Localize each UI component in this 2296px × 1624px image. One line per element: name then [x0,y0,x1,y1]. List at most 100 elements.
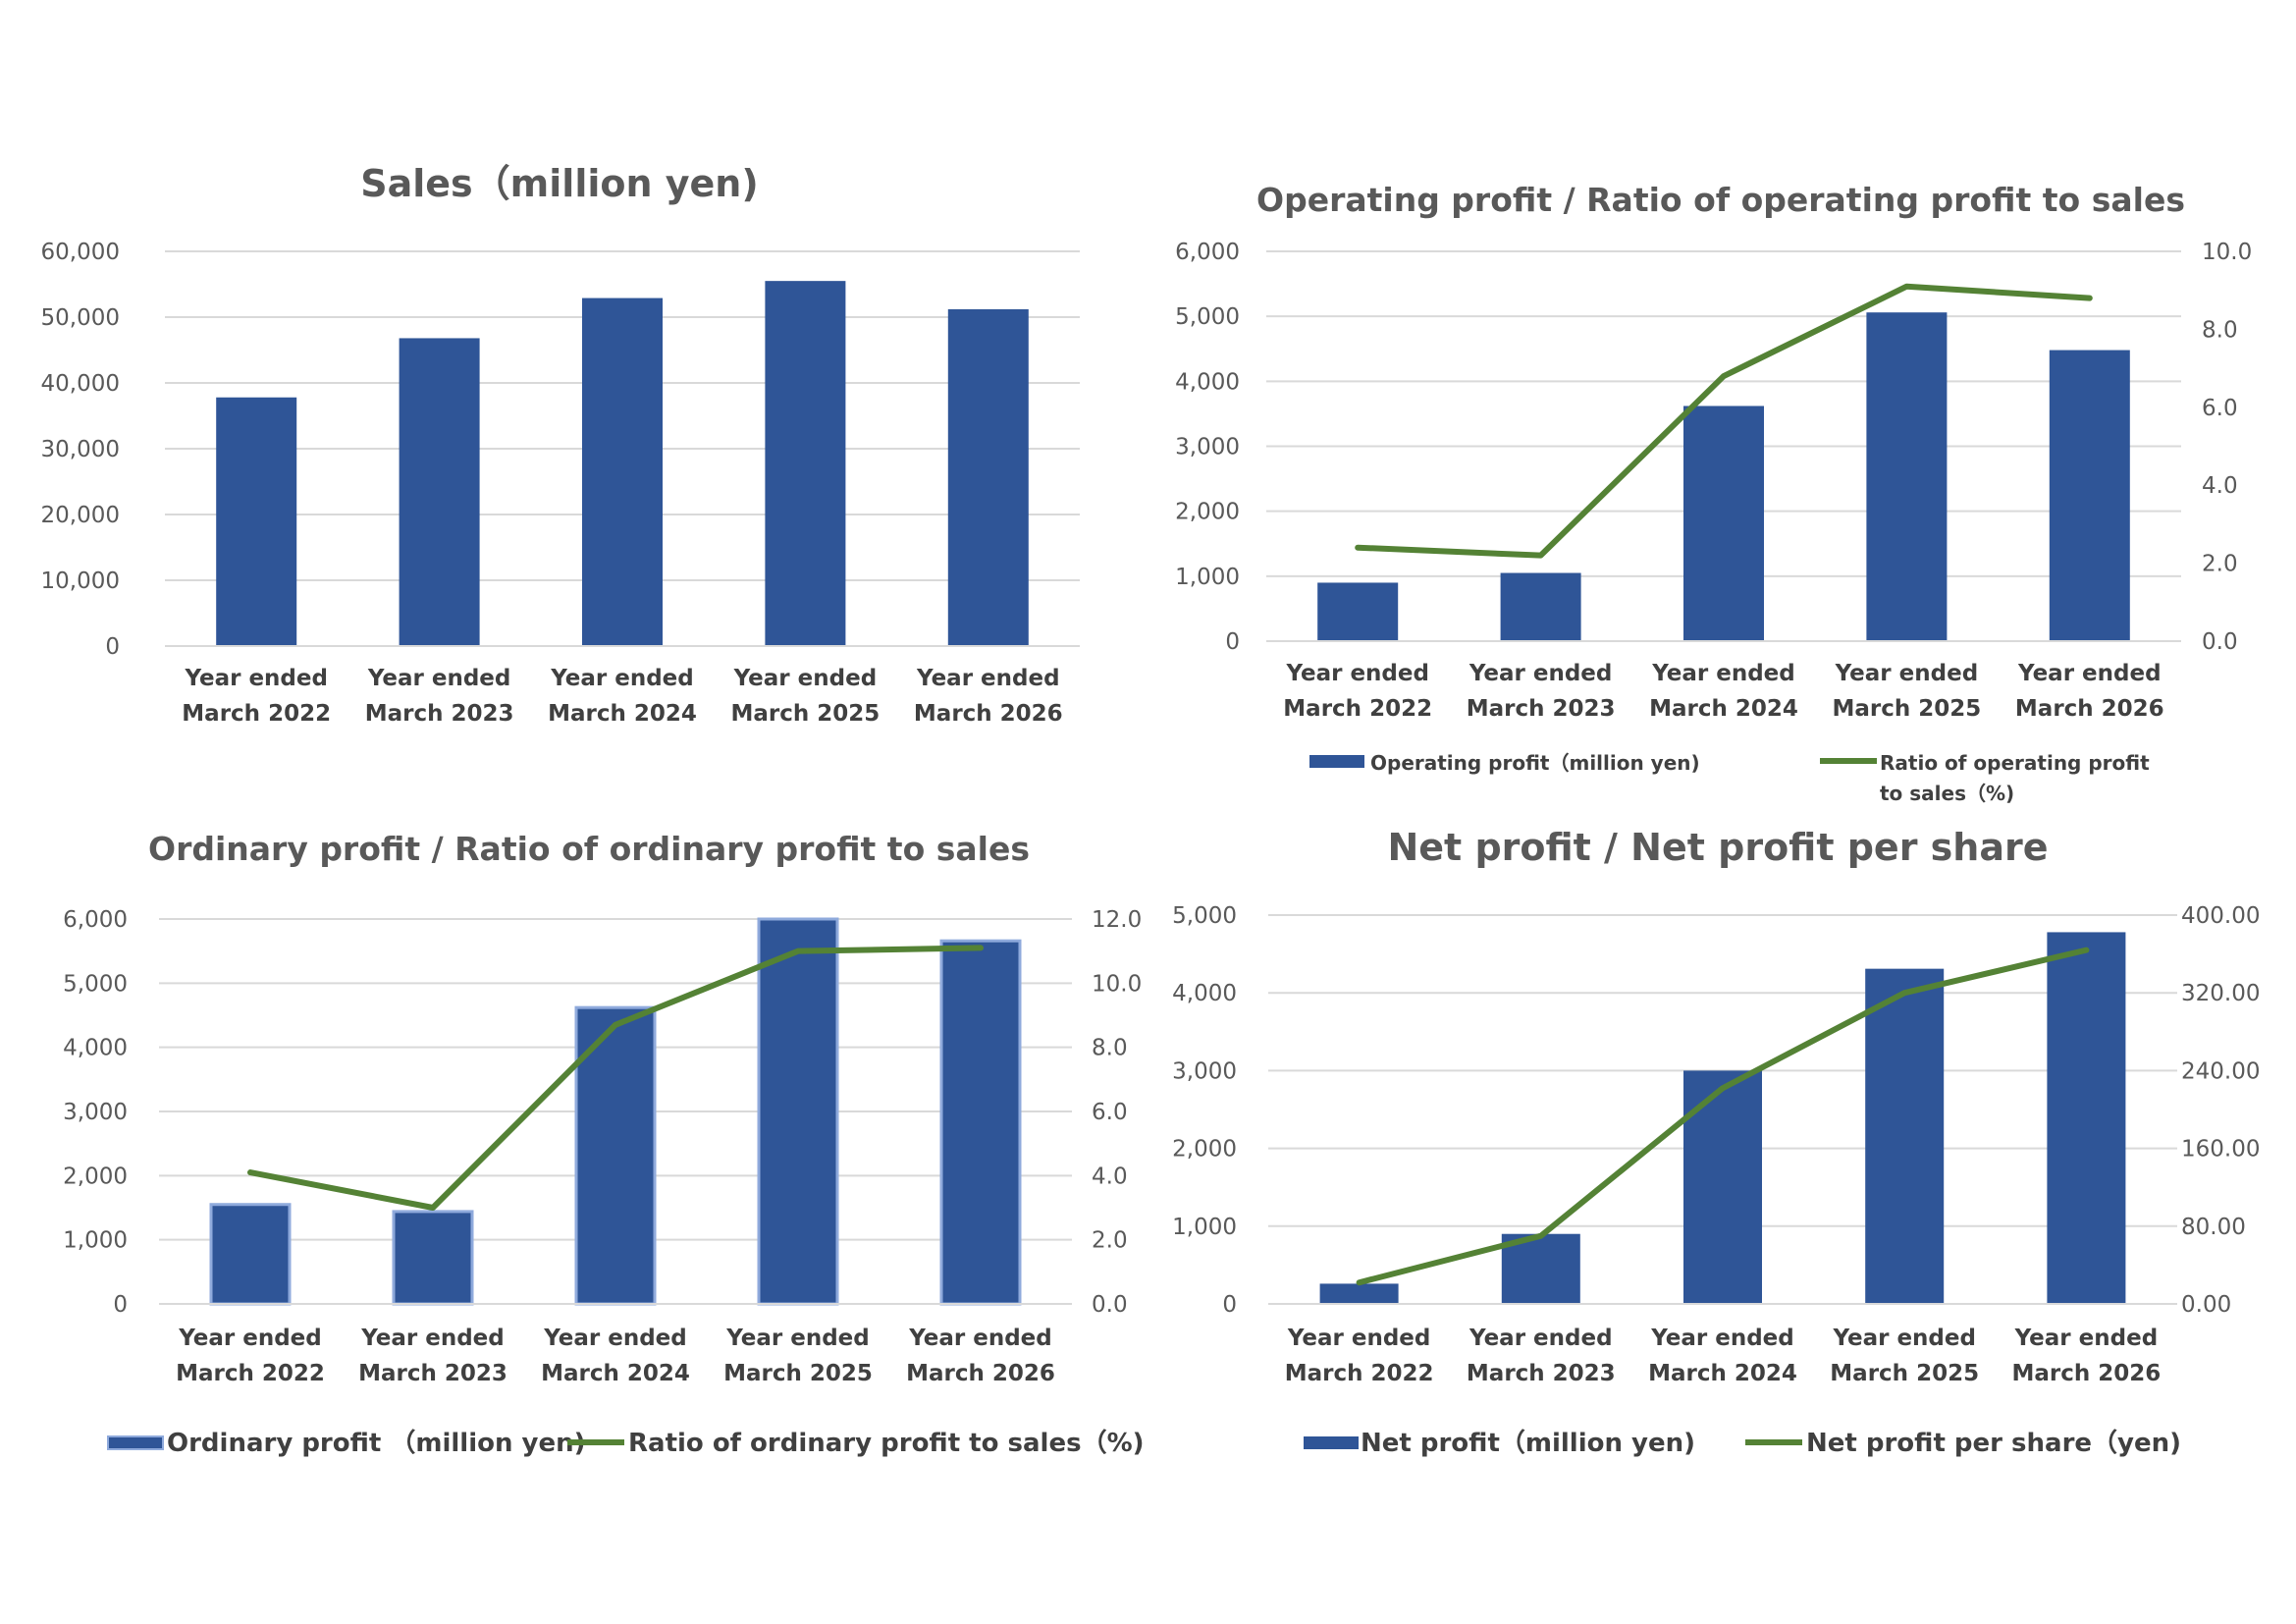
operating-profit-bar [1866,312,1948,641]
sales-y-tick: 10,000 [41,568,120,594]
sales-y-tick: 30,000 [41,437,120,462]
net-profit-category-label: Year ended [1468,1326,1613,1351]
operating-profit-category-label: Year ended [1651,661,1795,686]
operating-profit-y-tick: 3,000 [1175,435,1240,460]
ordinary-profit-category-label: Year ended [543,1326,687,1351]
ordinary-profit-category-label: March 2025 [723,1361,873,1386]
operating-profit-category-label: March 2026 [2015,696,2164,722]
operating-profit-bar [1683,406,1764,641]
ordinary-profit-y2-tick: 12.0 [1092,907,1142,933]
ordinary-profit-category-label: Year ended [360,1326,505,1351]
ordinary-profit-ratio-line [247,945,984,1211]
ordinary-profit-y-tick: 1,000 [63,1228,128,1254]
ordinary-profit-bar [939,939,1022,1306]
operating-profit-category-label: March 2025 [1833,696,1982,722]
ordinary-profit-category-label: Year ended [178,1326,322,1351]
sales-y-tick: 40,000 [41,371,120,397]
operating-profit-category-label: March 2024 [1649,696,1798,722]
sales-y-tick: 20,000 [41,503,120,528]
net-profit-y-tick: 3,000 [1172,1058,1237,1084]
operating-profit-y2-tick: 2.0 [2202,552,2238,577]
operating-profit-ratio-line [1355,283,2093,559]
net-profit-y2-tick: 0.00 [2181,1292,2231,1318]
sales-y-tick: 60,000 [41,240,120,265]
ordinary-profit-category-label: March 2022 [176,1361,325,1386]
sales-category-label: March 2022 [182,701,331,727]
sales-category-label: March 2023 [365,701,514,727]
sales-category-label: Year ended [184,666,328,691]
operating-profit-category-label: Year ended [1468,661,1613,686]
ordinary-profit-category-label: March 2024 [541,1361,690,1386]
operating-profit-chart-svg: Operating profit / Ratio of operating pr… [1175,181,2252,805]
ordinary-profit-legend-label: Ordinary profit （million yen) [167,1429,586,1458]
sales-category-label: Year ended [733,666,878,691]
net-profit-category-label: March 2026 [2012,1361,2162,1386]
net-profit-y2-tick: 80.00 [2181,1215,2246,1240]
operating-profit-legend-label: Ratio of operating profit [1880,751,2150,775]
sales-title: Sales（million yen) [360,162,758,205]
ordinary-profit-y2-tick: 4.0 [1092,1164,1128,1189]
operating-profit-y2-tick: 8.0 [2202,317,2238,343]
ordinary-profit-y-tick: 2,000 [63,1164,128,1189]
ordinary-profit-y-tick: 3,000 [63,1100,128,1125]
operating-profit-title: Operating profit / Ratio of operating pr… [1256,181,2185,219]
operating-profit-legend-bar-swatch [1309,755,1364,768]
operating-profit-y-tick: 1,000 [1175,565,1240,590]
operating-profit-y2-tick: 4.0 [2202,473,2238,499]
sales-chart-svg: Sales（million yen) 0 10,000 20,000 30,000 40,… [41,162,1080,727]
sales-category-label: March 2024 [548,701,697,727]
net-profit-chart-svg: Net profit / Net profit per share 0 1,000 2… [1172,826,2260,1458]
net-profit-y2-tick: 320.00 [2181,981,2260,1006]
net-profit-chart: Net profit / Net profit per share 0 1,000 2… [1139,805,2296,1492]
sales-chart: Sales（million yen) 0 10,000 20,000 30,000 40,… [0,0,1139,766]
operating-profit-chart: Operating profit / Ratio of operating pr… [1139,0,2296,805]
ordinary-profit-bar [757,917,839,1306]
net-profit-legend-label: Net profit（million yen) [1361,1429,1695,1458]
ordinary-profit-y2-tick: 0.0 [1092,1292,1128,1318]
net-profit-category-label: March 2023 [1467,1361,1616,1386]
ordinary-profit-y-tick: 5,000 [63,971,128,997]
net-profit-y2-tick: 400.00 [2181,903,2260,929]
sales-y-tick: 50,000 [41,305,120,331]
sales-y-tick: 0 [105,634,120,660]
ordinary-profit-category-label: March 2026 [906,1361,1055,1386]
ordinary-profit-bar [574,1005,657,1306]
net-profit-y-tick: 4,000 [1172,981,1237,1006]
operating-profit-legend-label: to sales（%) [1880,782,2014,805]
operating-profit-bar [1317,582,1399,641]
net-profit-legend-label: Net profit per share（yen) [1806,1429,2181,1458]
net-profit-bar [1865,968,1945,1304]
operating-profit-category-label: Year ended [1835,661,1979,686]
operating-profit-y2-tick: 6.0 [2202,396,2238,421]
ordinary-profit-category-label: Year ended [725,1326,870,1351]
operating-profit-y-tick: 2,000 [1175,500,1240,525]
operating-profit-y2-tick: 0.0 [2202,629,2238,655]
ordinary-profit-legend-bar-swatch [107,1435,164,1450]
operating-profit-y-tick: 4,000 [1175,369,1240,395]
net-profit-y-tick: 5,000 [1172,903,1237,929]
net-profit-category-label: Year ended [1287,1326,1431,1351]
sales-bar [765,281,846,646]
sales-category-label: March 2025 [731,701,881,727]
net-profit-title: Net profit / Net profit per share [1387,826,2048,869]
net-profit-y-tick: 0 [1222,1292,1237,1318]
operating-profit-y2-tick: 10.0 [2202,240,2252,265]
sales-bar [582,298,663,646]
sales-category-label: Year ended [916,666,1060,691]
net-profit-bar [2047,932,2126,1304]
ordinary-profit-title: Ordinary profit / Ratio of ordinary prof… [148,830,1030,868]
net-profit-bar [1683,1070,1762,1304]
operating-profit-legend-label: Operating profit（million yen) [1370,751,1700,775]
ordinary-profit-y-tick: 0 [113,1292,128,1318]
net-profit-y-tick: 2,000 [1172,1137,1237,1163]
operating-profit-bar [1500,572,1581,641]
sales-bar [216,397,297,646]
ordinary-profit-bar [392,1210,474,1306]
net-profit-category-label: March 2022 [1285,1361,1434,1386]
ordinary-profit-category-label: Year ended [908,1326,1052,1351]
operating-profit-category-label: March 2023 [1467,696,1616,722]
net-profit-category-label: March 2024 [1648,1361,1797,1386]
net-profit-ratio-line [1356,947,2090,1286]
ordinary-profit-y2-tick: 2.0 [1092,1228,1128,1254]
ordinary-profit-legend-label: Ratio of ordinary profit to sales（%) [628,1429,1145,1458]
